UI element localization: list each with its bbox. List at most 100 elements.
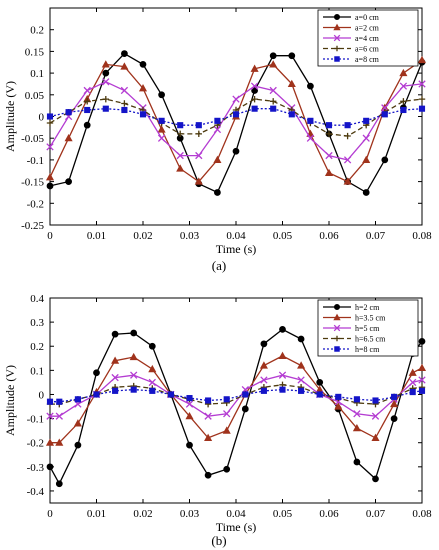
data-point <box>381 156 389 164</box>
legend-marker <box>333 303 341 311</box>
data-point <box>195 151 203 160</box>
data-point <box>418 376 426 384</box>
data-point <box>399 82 408 90</box>
data-point <box>298 387 305 394</box>
legend-label: a=8 cm <box>355 55 380 64</box>
x-tick-label: 0.08 <box>412 508 432 520</box>
data-point <box>232 111 240 118</box>
data-point <box>74 396 81 403</box>
data-point <box>102 69 110 77</box>
y-axis-label: Amplitude (V) <box>3 81 17 152</box>
data-point <box>46 398 54 405</box>
data-point <box>418 387 426 394</box>
y-tick-label: -0.1 <box>27 155 44 167</box>
data-point <box>56 398 63 405</box>
data-point <box>287 79 296 88</box>
series <box>46 78 426 164</box>
data-point <box>83 86 91 95</box>
data-point <box>120 62 129 70</box>
data-point <box>121 100 128 107</box>
data-point <box>288 52 296 60</box>
data-point <box>223 465 231 473</box>
data-point <box>316 379 324 386</box>
data-point <box>325 122 333 129</box>
legend-label: h=2 cm <box>355 303 380 312</box>
legend-marker <box>334 45 340 52</box>
data-point <box>204 471 212 479</box>
axes: 0 0.01 0.02 0.03 0.04 0.05 0.06 0.07 0.08 0.4 0.3 0… <box>3 293 432 534</box>
data-point <box>121 50 128 57</box>
data-point <box>93 369 100 377</box>
data-point <box>316 391 323 398</box>
data-point <box>158 117 165 124</box>
y-tick-label: 0.2 <box>30 25 44 37</box>
data-point <box>46 182 54 190</box>
legend: h=2 cm h=3.5 cmh=5 cm h=6.5 cmh=8 cm <box>317 299 419 357</box>
legend-marker <box>333 13 341 21</box>
data-point <box>353 396 360 403</box>
y-tick-label: 0.05 <box>25 90 45 102</box>
data-point <box>325 130 333 138</box>
legend-label: a=4 cm <box>355 34 380 43</box>
data-point <box>112 387 119 394</box>
data-point <box>288 111 295 118</box>
data-point <box>259 361 268 369</box>
x-tick-label: 0.04 <box>226 508 246 520</box>
legend: a=0 cm a=2 cma=4 cm a=6 cma=8 cm <box>317 9 419 67</box>
data-point <box>130 371 138 379</box>
data-point <box>418 80 426 88</box>
data-point <box>251 105 258 112</box>
data-point <box>101 60 110 68</box>
panel-b: (b) 0 0.01 0.02 0.03 0.04 0.05 0.06 0.07 0.08 0.4… <box>3 293 432 548</box>
data-point <box>324 168 334 176</box>
y-tick-label: 0.4 <box>30 293 44 305</box>
series-line <box>50 388 423 403</box>
y-tick-label: 0.1 <box>30 68 44 80</box>
data-point <box>46 113 54 120</box>
panel-b-caption: (b) <box>211 533 226 548</box>
series-line <box>50 374 423 417</box>
data-point <box>400 98 407 105</box>
data-point <box>83 121 91 129</box>
y-tick-label: 0.2 <box>30 341 44 353</box>
data-point <box>194 177 203 185</box>
data-point <box>362 155 371 163</box>
x-tick-label: 0.03 <box>180 508 200 520</box>
data-point <box>120 86 129 95</box>
data-point <box>205 397 212 404</box>
legend-label: h=8 cm <box>355 345 380 354</box>
data-point <box>148 364 157 373</box>
x-tick-label: 0 <box>47 508 53 520</box>
y-tick-label: -0.2 <box>27 198 44 210</box>
data-point <box>177 130 184 138</box>
data-point <box>157 125 166 133</box>
data-point <box>371 412 380 420</box>
data-point <box>204 412 212 420</box>
data-point <box>65 109 72 116</box>
data-point <box>195 130 202 138</box>
data-point <box>343 177 352 185</box>
series <box>46 386 426 405</box>
data-point <box>260 340 268 348</box>
data-point <box>84 98 91 105</box>
series <box>46 381 426 408</box>
data-point <box>335 393 342 400</box>
data-point <box>111 373 119 382</box>
data-point <box>418 105 426 112</box>
data-point <box>353 458 361 466</box>
x-tick-label: 0.08 <box>412 230 432 242</box>
x-axis-label: Time (s) <box>216 242 257 256</box>
data-point <box>177 122 184 129</box>
data-point <box>344 132 351 140</box>
data-point <box>176 164 185 172</box>
legend-label: a=2 cm <box>355 24 380 33</box>
data-point <box>269 86 277 95</box>
data-point <box>102 105 109 112</box>
data-point <box>241 405 249 413</box>
data-point <box>307 82 314 90</box>
data-point <box>279 386 286 393</box>
data-point <box>400 106 407 114</box>
x-tick-label: 0.05 <box>273 508 293 520</box>
y-tick-label: -0.15 <box>21 177 44 189</box>
data-point <box>362 189 370 196</box>
